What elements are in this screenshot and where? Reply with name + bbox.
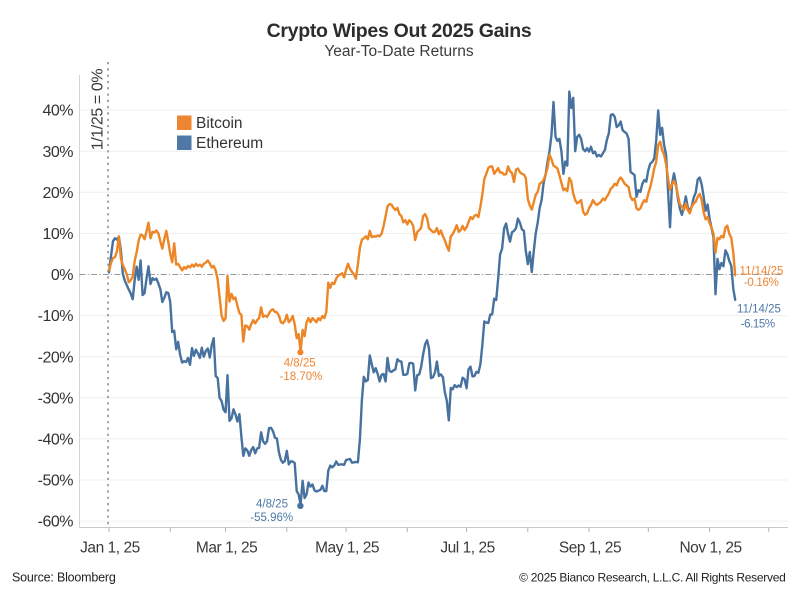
svg-text:-55.96%: -55.96% (250, 512, 293, 524)
svg-text:-20%: -20% (38, 349, 74, 366)
svg-text:Source: Bloomberg: Source: Bloomberg (12, 571, 116, 585)
svg-text:-0.16%: -0.16% (744, 277, 779, 289)
svg-text:1/1/25 = 0%: 1/1/25 = 0% (90, 69, 107, 151)
svg-text:10%: 10% (42, 226, 73, 243)
svg-text:-18.70%: -18.70% (280, 371, 323, 383)
svg-text:30%: 30% (42, 144, 73, 161)
svg-text:-30%: -30% (38, 390, 74, 407)
svg-text:0%: 0% (51, 267, 73, 284)
svg-text:May 1, 25: May 1, 25 (315, 540, 379, 557)
svg-text:-50%: -50% (38, 473, 74, 490)
svg-text:Jul 1, 25: Jul 1, 25 (440, 540, 495, 557)
svg-text:20%: 20% (42, 185, 73, 202)
svg-text:© 2025 Bianco Research, L.L.C.: © 2025 Bianco Research, L.L.C. All Right… (519, 570, 785, 584)
svg-text:Jan 1, 25: Jan 1, 25 (80, 540, 140, 557)
svg-text:Crypto Wipes Out 2025 Gains: Crypto Wipes Out 2025 Gains (267, 20, 532, 42)
svg-text:Bitcoin: Bitcoin (196, 115, 243, 132)
svg-text:4/8/25: 4/8/25 (256, 498, 288, 510)
svg-text:Nov 1, 25: Nov 1, 25 (679, 540, 741, 557)
svg-text:4/8/25: 4/8/25 (284, 358, 316, 370)
svg-text:Ethereum: Ethereum (196, 135, 263, 152)
svg-text:-6.15%: -6.15% (741, 318, 775, 330)
svg-text:Year-To-Date Returns: Year-To-Date Returns (324, 43, 474, 60)
svg-text:11/14/25: 11/14/25 (740, 266, 784, 278)
svg-text:-10%: -10% (38, 308, 74, 325)
svg-text:Mar 1, 25: Mar 1, 25 (196, 540, 257, 557)
svg-text:Sep 1, 25: Sep 1, 25 (559, 540, 621, 557)
svg-text:-60%: -60% (38, 514, 74, 531)
svg-text:-40%: -40% (38, 432, 74, 449)
svg-text:40%: 40% (42, 103, 73, 120)
svg-text:11/14/25: 11/14/25 (737, 304, 781, 316)
